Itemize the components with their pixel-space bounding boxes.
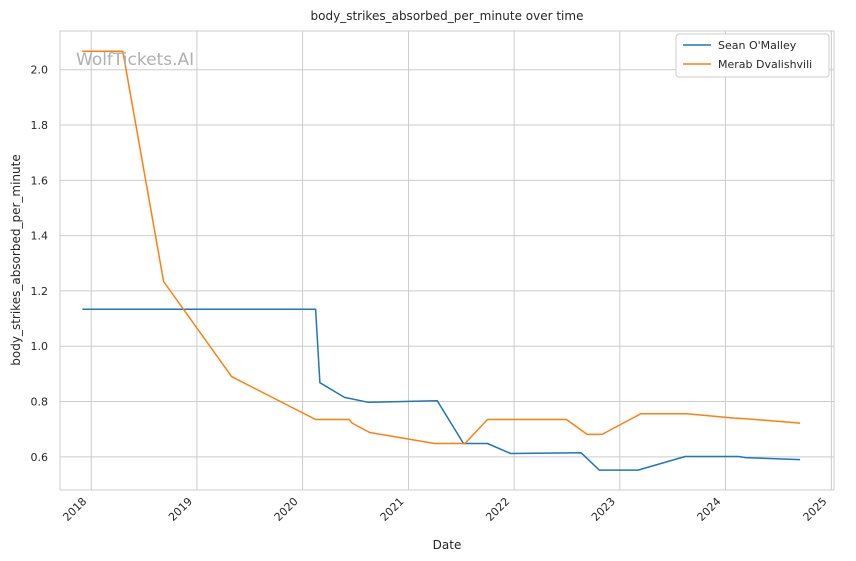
y-tick-label: 0.6 [31,451,49,464]
watermark: WolfTickets.AI [76,50,194,70]
chart-title: body_strikes_absorbed_per_minute over ti… [311,9,584,23]
x-tick-label: 2020 [272,495,301,524]
y-tick-label: 1.2 [31,285,49,298]
x-tick-label: 2021 [378,495,407,524]
y-tick-label: 1.6 [31,174,49,187]
legend-label-series-2: Merab Dvalishvili [718,58,812,71]
legend: Sean O'Malley Merab Dvalishvili [675,33,830,78]
x-tick-label: 2024 [695,495,724,524]
y-tick-label: 1.4 [31,230,49,243]
x-tick-label: 2018 [60,495,89,524]
x-tick-label: 2019 [166,495,195,524]
series-line-2 [82,50,801,445]
y-axis-label: body_strikes_absorbed_per_minute [9,154,23,365]
series-layer [82,50,801,471]
y-tick-label: 2.0 [31,64,49,77]
plot-area [59,30,835,491]
y-tick-label: 0.8 [31,396,49,409]
x-tick-label: 2023 [589,495,618,524]
series-line-1 [82,308,801,471]
gridlines [60,31,834,490]
x-tick-label: 2025 [801,495,830,524]
legend-label-series-1: Sean O'Malley [718,39,797,52]
legend-box [675,33,830,78]
y-tick-label: 1.0 [31,340,49,353]
x-tick-label: 2022 [483,495,512,524]
y-tick-label: 1.8 [31,119,49,132]
x-axis-label: Date [433,538,462,552]
